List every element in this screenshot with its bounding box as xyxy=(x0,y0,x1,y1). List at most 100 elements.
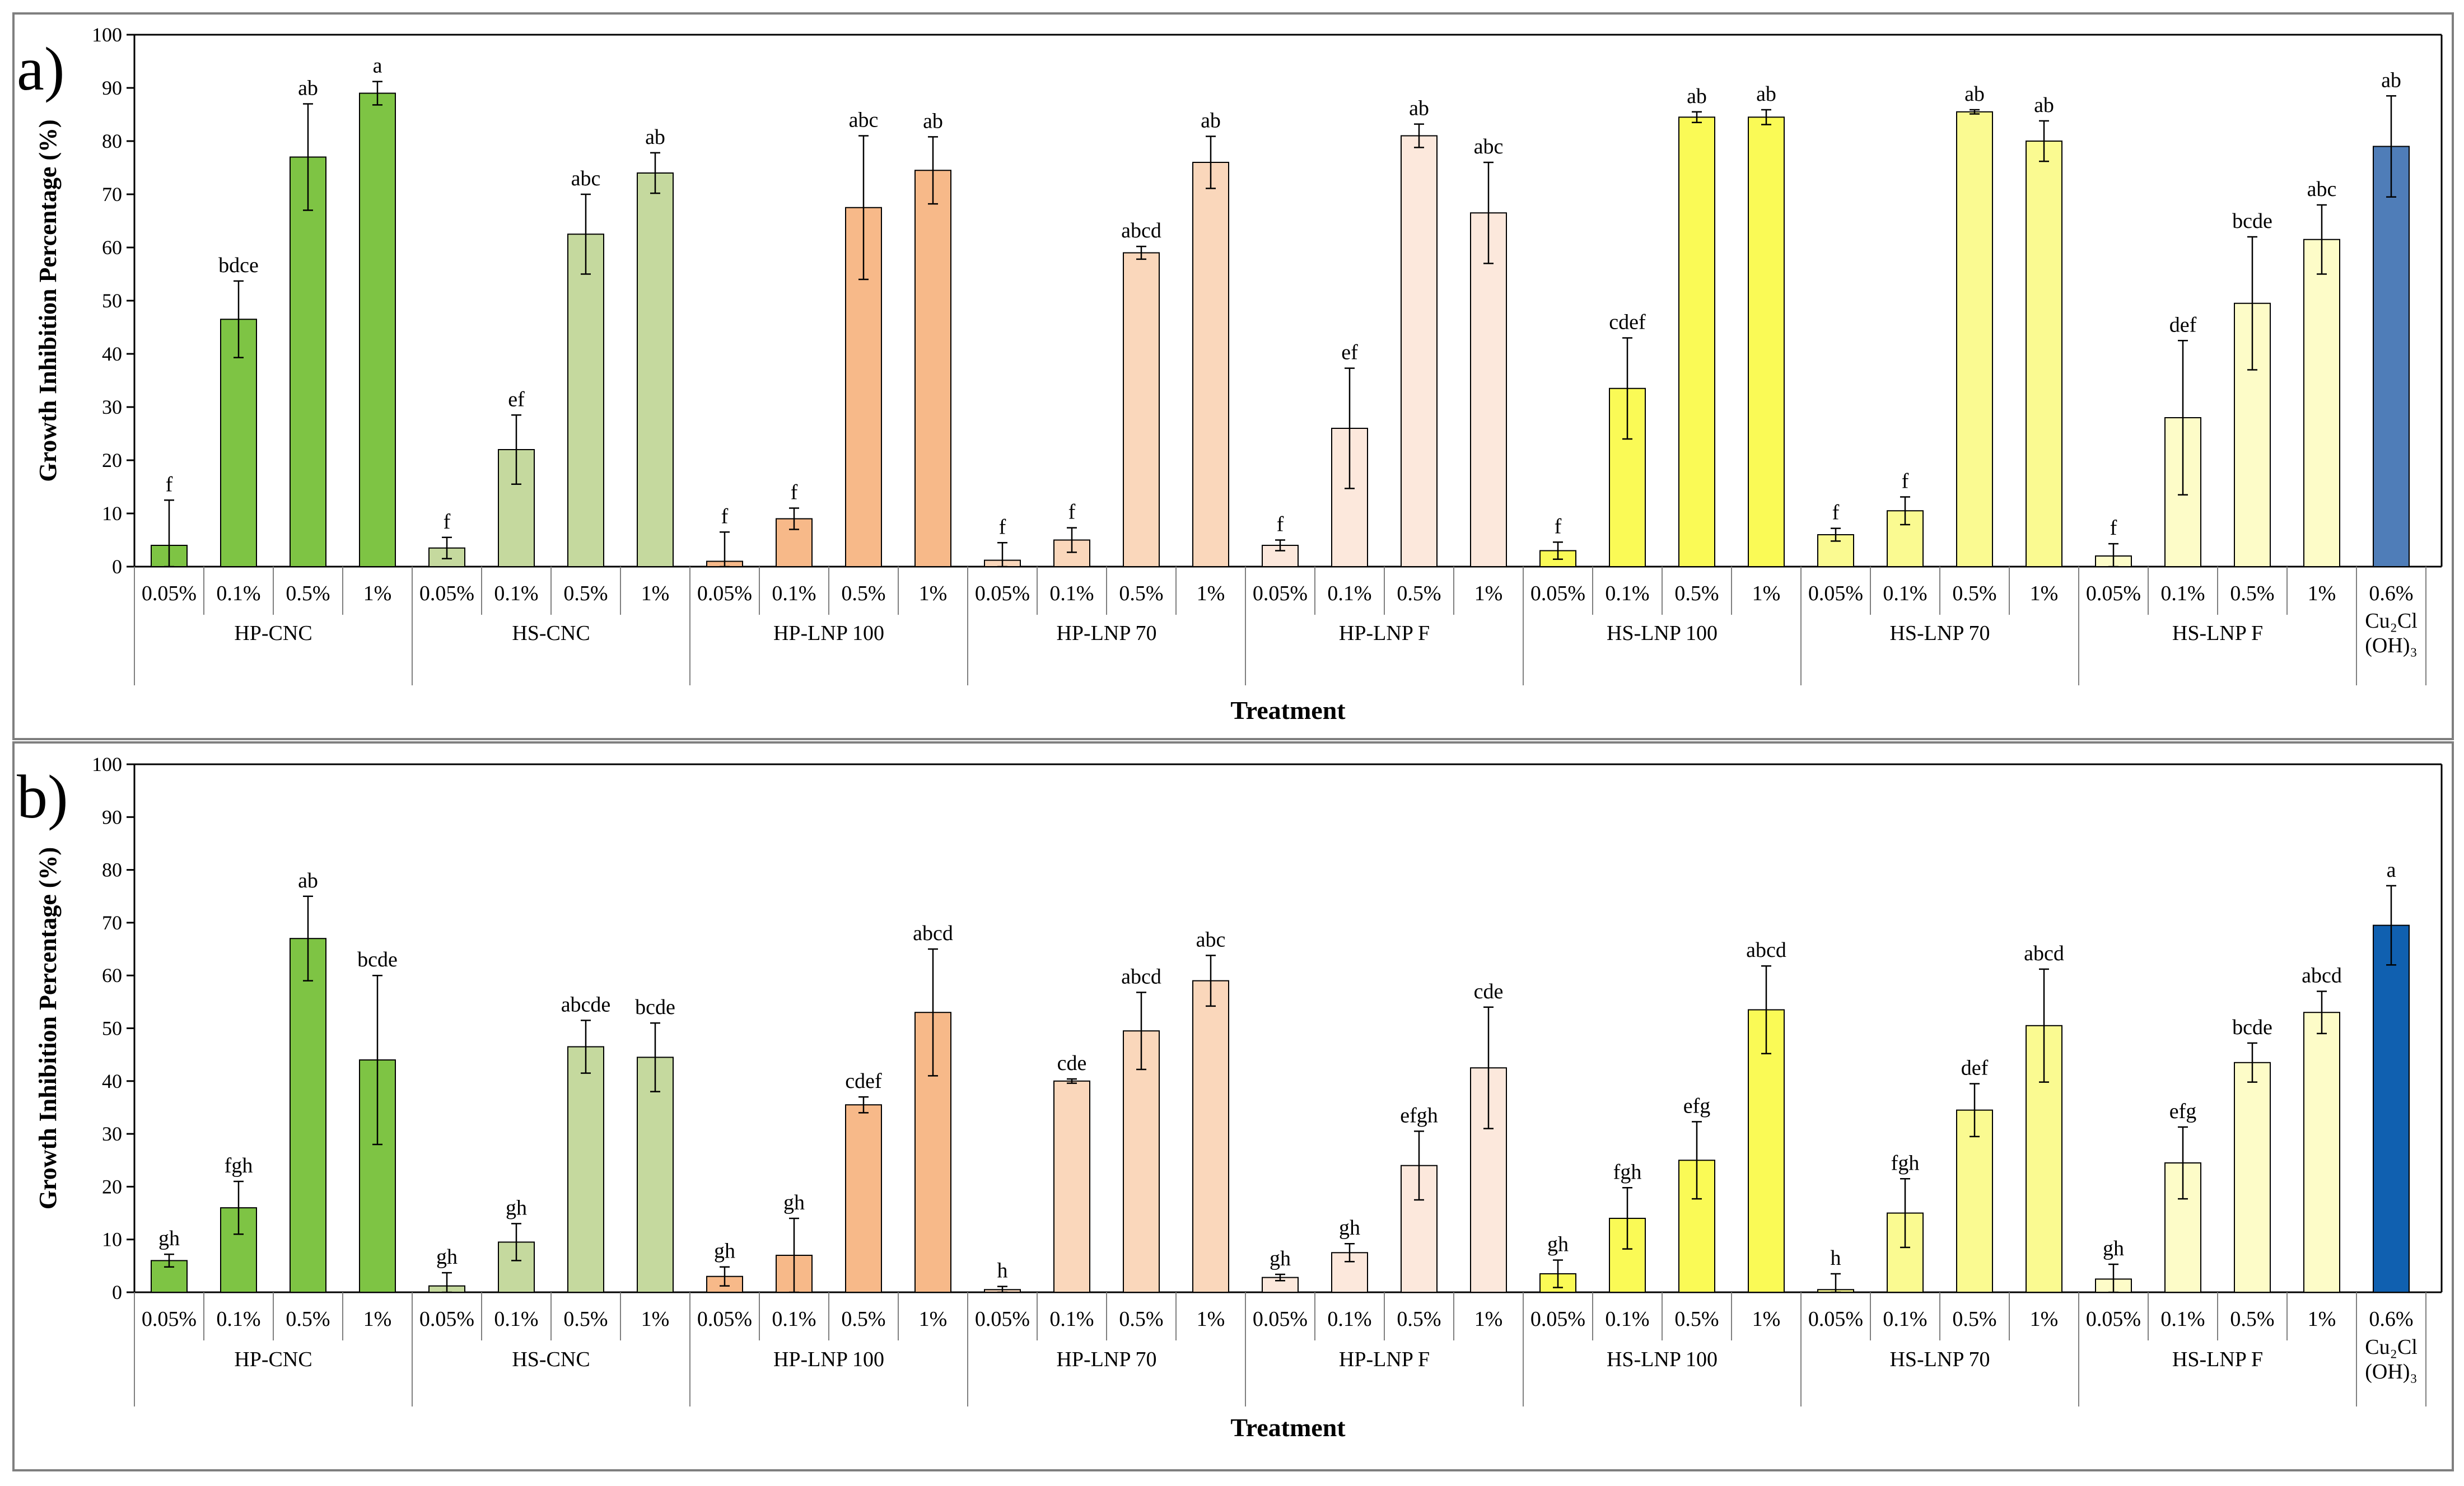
panel-label: a) xyxy=(17,35,64,103)
x-category-label: 1% xyxy=(363,582,392,605)
x-category-label: 0.1% xyxy=(1605,1307,1649,1331)
x-category-label: 1% xyxy=(1474,1307,1503,1331)
bar xyxy=(290,156,326,567)
group-label: Cu₂Cl (OH)₃ xyxy=(2365,1335,2418,1384)
y-tick-label: 70 xyxy=(102,912,122,934)
group-hp-cnc: f 0.05% bdce 0.1% ab 0.5% a 1% HP-CNC xyxy=(134,54,413,685)
x-category-label: 0.05% xyxy=(1253,1307,1308,1331)
group-label: Cu₂Cl (OH)₃ xyxy=(2365,609,2418,657)
significance-letter: abcd xyxy=(2302,964,2342,987)
group-hs-lnp-70: h 0.05% fgh 0.1% def 0.5% abcd 1% HS-LNP 70 xyxy=(1808,942,2079,1406)
y-tick-label: 60 xyxy=(102,236,122,259)
x-category-label: 1% xyxy=(2308,582,2336,605)
y-axis-title: Growth Inhibition Percentage (%) xyxy=(34,847,62,1209)
group-hp-lnp-f: gh 0.05% gh 0.1% efgh 0.5% cde 1% HP-LNP F xyxy=(1253,980,1524,1406)
significance-letter: cde xyxy=(1474,980,1504,1003)
bar xyxy=(1192,980,1229,1293)
group-label: HS-LNP 100 xyxy=(1607,1348,1718,1371)
group-hs-lnp-100: gh 0.05% fgh 0.1% efg 0.5% abcd 1% HS-LNP 100 xyxy=(1530,938,1802,1406)
y-tick-label: 50 xyxy=(102,289,122,312)
x-category-label: 0.5% xyxy=(563,582,608,605)
significance-letter: ab xyxy=(645,125,665,149)
x-category-label: 1% xyxy=(2308,1307,2336,1331)
group-label: HP-LNP F xyxy=(1339,621,1430,645)
group-label: HS-LNP F xyxy=(2172,1348,2263,1371)
x-category-label: 0.5% xyxy=(2230,582,2274,605)
x-category-label: 0.05% xyxy=(1808,1307,1863,1331)
bar xyxy=(1748,1009,1785,1293)
group-label: HP-CNC xyxy=(234,621,312,645)
y-tick-label: 90 xyxy=(102,806,122,828)
y-tick-label: 40 xyxy=(102,343,122,365)
group-label-line: (OH)₃ xyxy=(2365,1360,2417,1384)
significance-letter: ab xyxy=(923,109,943,133)
significance-letter: ab xyxy=(1756,82,1776,106)
significance-letter: cdef xyxy=(845,1069,882,1093)
significance-letter: ef xyxy=(1341,341,1358,365)
bar xyxy=(2303,1012,2340,1293)
x-category-label: 1% xyxy=(1752,1307,1781,1331)
x-category-label: 0.5% xyxy=(1952,1307,1996,1331)
x-category-label: 0.05% xyxy=(142,582,197,605)
group-label: HP-CNC xyxy=(234,1348,312,1371)
significance-letter: def xyxy=(2169,313,2197,337)
x-category-label: 0.5% xyxy=(1119,582,1163,605)
y-tick-label: 80 xyxy=(102,130,122,152)
significance-letter: gh xyxy=(714,1240,735,1263)
x-category-label: 0.05% xyxy=(2086,582,2141,605)
x-axis-title: Treatment xyxy=(1230,696,1346,725)
group-label-line: (OH)₃ xyxy=(2365,634,2417,657)
significance-letter: f xyxy=(2110,516,2117,540)
x-category-label: 0.1% xyxy=(772,582,816,605)
group-label: HS-LNP 100 xyxy=(1607,621,1718,645)
bar xyxy=(2234,1062,2271,1293)
significance-letter: gh xyxy=(506,1196,527,1219)
x-category-label: 0.1% xyxy=(216,582,260,605)
x-category-label: 0.05% xyxy=(1530,582,1585,605)
significance-letter: abcde xyxy=(561,993,611,1016)
x-category-label: 1% xyxy=(363,1307,392,1331)
x-category-label: 1% xyxy=(1197,1307,1225,1331)
significance-letter: ab xyxy=(1201,109,1221,132)
x-category-label: 0.5% xyxy=(841,1307,885,1331)
y-tick-label: 30 xyxy=(102,1123,122,1145)
x-category-label: 0.5% xyxy=(1674,582,1719,605)
significance-letter: ab xyxy=(1964,82,1985,106)
significance-letter: bcde xyxy=(635,996,675,1019)
significance-letter: gh xyxy=(436,1245,458,1269)
x-category-label: 0.1% xyxy=(216,1307,260,1331)
bar xyxy=(1748,116,1785,567)
group-hs-cnc: gh 0.05% gh 0.1% abcde 0.5% bcde 1% HS-CNC xyxy=(419,993,690,1406)
significance-letter: ab xyxy=(1409,97,1429,120)
bar xyxy=(567,1046,604,1293)
y-tick-label: 100 xyxy=(92,24,122,46)
group-label: HP-LNP 100 xyxy=(773,621,884,645)
group-label: HP-LNP 70 xyxy=(1056,1348,1156,1371)
bar xyxy=(1123,252,1160,567)
x-category-label: 1% xyxy=(641,1307,670,1331)
significance-letter: abcd xyxy=(1121,219,1161,242)
bar xyxy=(567,233,604,567)
y-tick-label: 0 xyxy=(112,555,122,578)
panel-a-frame xyxy=(12,12,2454,740)
group-hs-lnp-f: gh 0.05% efg 0.1% bcde 0.5% abcd 1% HS-LNP F xyxy=(2086,964,2357,1406)
x-category-label: 1% xyxy=(1752,582,1781,605)
bar xyxy=(914,170,951,567)
significance-letter: gh xyxy=(1547,1232,1569,1256)
group-hs-lnp-f: f 0.05% def 0.1% bcde 0.5% abc 1% HS-LNP F xyxy=(2086,177,2357,685)
group-hp-lnp-100: f 0.05% f 0.1% abc 0.5% ab 1% HP-LNP 100 xyxy=(697,109,968,685)
x-category-label: 0.05% xyxy=(419,582,474,605)
x-category-label: 0.5% xyxy=(1674,1307,1719,1331)
significance-letter: abcd xyxy=(1121,965,1161,988)
significance-letter: ab xyxy=(298,869,318,892)
significance-letter: gh xyxy=(158,1227,180,1250)
x-category-label: 0.05% xyxy=(1530,1307,1585,1331)
y-tick-label: 40 xyxy=(102,1070,122,1092)
group-label: HP-LNP 70 xyxy=(1056,621,1156,645)
x-category-label: 0.6% xyxy=(2369,582,2413,605)
x-category-label: 0.1% xyxy=(1327,582,1371,605)
significance-letter: abc xyxy=(849,109,879,132)
significance-letter: gh xyxy=(2103,1237,2124,1260)
